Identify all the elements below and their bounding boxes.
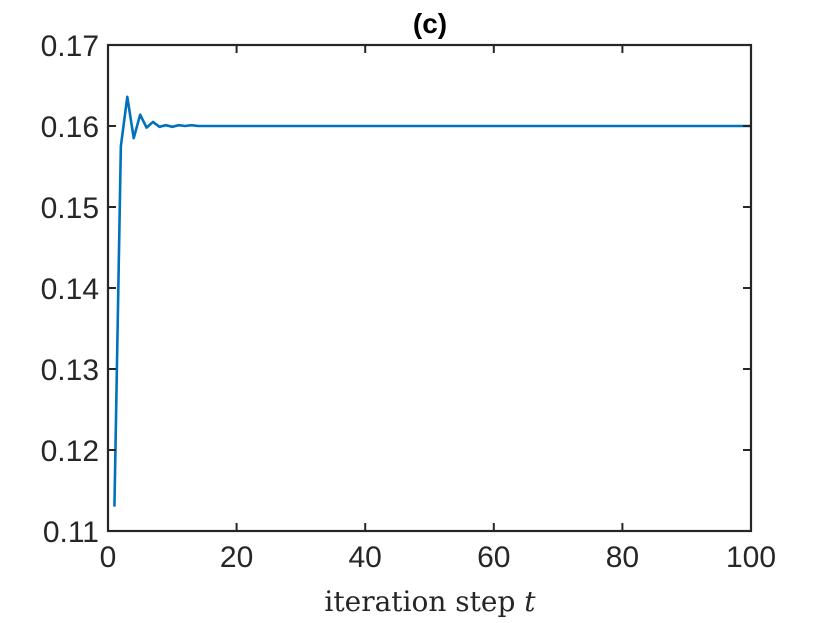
y-tick-label: 0.13 (41, 354, 99, 387)
y-tick-label: 0.15 (41, 192, 99, 225)
y-tick-label: 0.11 (43, 516, 99, 549)
axes-box (106, 43, 753, 533)
x-axis-label: iteration step t (324, 585, 536, 618)
y-tick-label: 0.12 (41, 435, 99, 468)
x-tick-label: 20 (220, 541, 253, 574)
x-axis-label-variable: t (524, 585, 536, 618)
x-tick-label: 80 (606, 541, 639, 574)
y-axis: 0.11 0.12 0.13 0.14 0.15 0.16 0.17 (41, 30, 751, 549)
chart-title: (c) (413, 8, 447, 39)
y-tick-label: 0.17 (41, 30, 99, 63)
x-tick-label: 40 (349, 541, 382, 574)
plot-area (113, 95, 751, 507)
x-axis-label-text: iteration step (324, 585, 515, 618)
x-tick-label: 0 (100, 541, 117, 574)
x-tick-label: 100 (726, 541, 776, 574)
x-tick-label: 60 (477, 541, 510, 574)
x-axis: 0 20 40 60 80 100 (100, 45, 776, 574)
y-tick-label: 0.14 (41, 273, 99, 306)
y-tick-label: 0.16 (41, 111, 99, 144)
series-line (113, 95, 751, 507)
